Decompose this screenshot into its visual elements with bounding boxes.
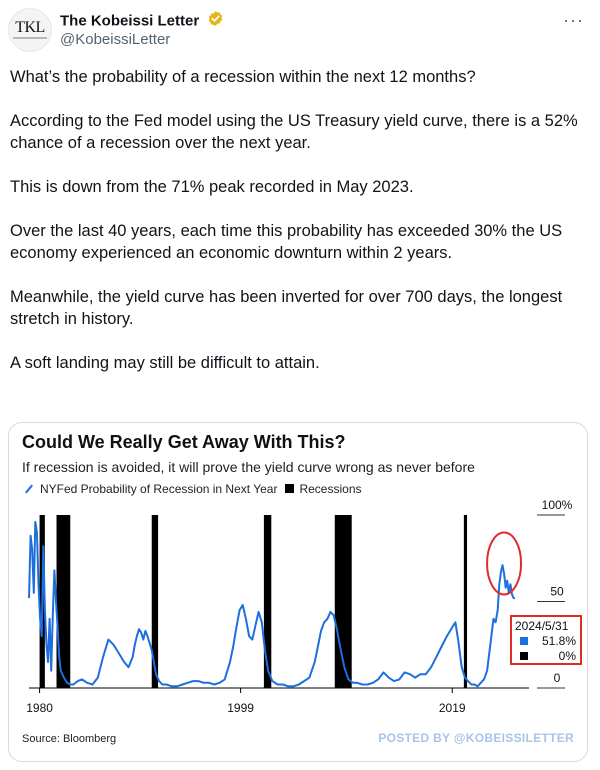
callout-recession-swatch: [520, 652, 528, 660]
callout-probability-value: 51.8%: [541, 634, 576, 648]
callout-recession-value: 0%: [558, 649, 576, 663]
chart-title: Could We Really Get Away With This?: [22, 432, 346, 452]
tweet-paragraph: What’s the probability of a recession wi…: [10, 68, 476, 86]
legend-recession-label: Recessions: [299, 481, 362, 496]
verified-badge-icon[interactable]: [207, 10, 224, 32]
peak-highlight-circle: [486, 531, 523, 596]
tweet-header: TKL The Kobeissi Letter @KobeissiLetter …: [0, 0, 600, 60]
tweet-text: What’s the probability of a recession wi…: [10, 66, 590, 396]
attached-chart-image[interactable]: Could We Really Get Away With This? If r…: [8, 422, 588, 762]
legend-series-label: NYFed Probability of Recession in Next Y…: [40, 481, 278, 496]
x-tick-label: 1999: [227, 701, 254, 715]
recession-bar: [263, 515, 272, 688]
tweet-paragraph: This is down from the 71% peak recorded …: [10, 178, 414, 196]
y-tick-label: 0: [554, 671, 561, 685]
callout-recession-row: 0%: [512, 649, 576, 663]
latest-value-callout: 2024/5/31 51.8% 0%: [510, 615, 582, 665]
callout-probability-swatch: [520, 637, 528, 645]
chart-subtitle: If recession is avoided, it will prove t…: [22, 459, 475, 475]
user-handle[interactable]: @KobeissiLetter: [60, 31, 171, 48]
avatar-tagline-mark: [13, 37, 47, 39]
callout-probability-row: 51.8%: [512, 634, 576, 648]
x-tick-label: 1980: [26, 701, 53, 715]
y-tick-label: 100%: [542, 498, 573, 512]
avatar[interactable]: TKL: [8, 8, 52, 52]
watermark: POSTED BY @KOBEISSILETTER: [378, 731, 574, 745]
callout-date: 2024/5/31: [515, 619, 569, 633]
more-options-icon[interactable]: ···: [563, 10, 584, 30]
y-tick-label: 50: [550, 585, 564, 599]
recession-bar: [151, 515, 159, 688]
x-tick-label: 2019: [439, 701, 466, 715]
recession-bar: [463, 515, 468, 688]
chart-source: Source: Bloomberg: [22, 733, 117, 745]
tweet-paragraph: According to the Fed model using the US …: [10, 112, 578, 152]
tweet-paragraph: Meanwhile, the yield curve has been inve…: [10, 288, 563, 328]
chart-legend: NYFed Probability of Recession in Next Y…: [22, 481, 362, 496]
recession-bar: [56, 515, 71, 688]
tweet-paragraph: A soft landing may still be difficult to…: [10, 354, 320, 372]
chart-plot: 1980 1999 2019 100% 50 0: [26, 498, 573, 715]
probability-line: [28, 520, 516, 688]
tweet-paragraph: Over the last 40 years, each time this p…: [10, 222, 563, 262]
legend-recession-swatch: [285, 484, 295, 494]
name-row: The Kobeissi Letter: [60, 10, 224, 30]
display-name[interactable]: The Kobeissi Letter: [60, 12, 200, 30]
avatar-monogram: TKL: [15, 19, 45, 36]
